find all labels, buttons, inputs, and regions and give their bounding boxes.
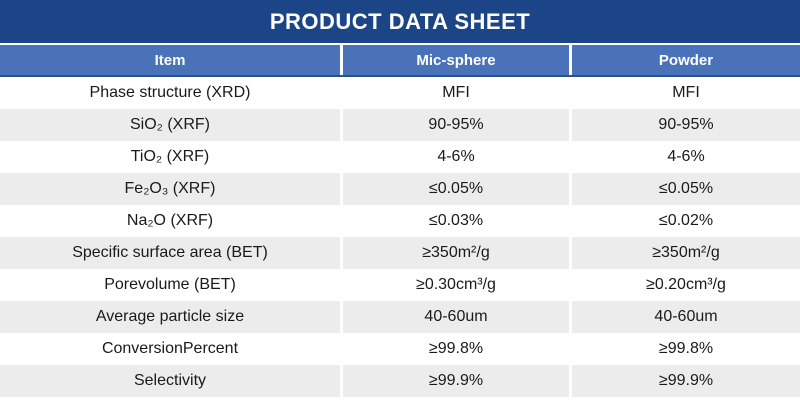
- item-cell: TiO₂ (XRF): [0, 141, 340, 173]
- column-divider: [340, 269, 343, 301]
- value-cell: ≤0.03%: [343, 205, 569, 237]
- table-row: Average particle size 40-60um 40-60um: [0, 301, 800, 333]
- value-cell: 40-60um: [572, 301, 800, 333]
- column-divider: [340, 109, 343, 141]
- value-cell: ≥350m²/g: [572, 237, 800, 269]
- value-cell: ≥350m²/g: [343, 237, 569, 269]
- banner-divider: [0, 43, 800, 45]
- column-divider: [340, 45, 343, 75]
- value-cell: 4-6%: [572, 141, 800, 173]
- value-cell: 90-95%: [572, 109, 800, 141]
- column-divider: [569, 205, 572, 237]
- table-row: Na₂O (XRF) ≤0.03% ≤0.02%: [0, 205, 800, 237]
- column-divider: [340, 237, 343, 269]
- column-header-mic-sphere: Mic-sphere: [343, 45, 569, 75]
- value-cell: ≥99.9%: [343, 365, 569, 397]
- value-cell: ≥99.8%: [572, 333, 800, 365]
- table-row: Porevolume (BET) ≥0.30cm³/g ≥0.20cm³/g: [0, 269, 800, 301]
- column-divider: [569, 45, 572, 75]
- item-cell: Phase structure (XRD): [0, 77, 340, 109]
- value-cell: ≥0.30cm³/g: [343, 269, 569, 301]
- table-body: Phase structure (XRD) MFI MFI SiO₂ (XRF) 90-…: [0, 77, 800, 397]
- item-cell: Selectivity: [0, 365, 340, 397]
- table-row: Phase structure (XRD) MFI MFI: [0, 77, 800, 109]
- value-cell: 90-95%: [343, 109, 569, 141]
- table-header-row: Item Mic-sphere Powder: [0, 45, 800, 77]
- value-cell: ≥0.20cm³/g: [572, 269, 800, 301]
- column-header-powder: Powder: [572, 45, 800, 75]
- table-row: Fe₂O₃ (XRF) ≤0.05% ≤0.05%: [0, 173, 800, 205]
- column-divider: [340, 77, 343, 109]
- column-divider: [569, 365, 572, 397]
- column-divider: [569, 301, 572, 333]
- table-row: Specific surface area (BET) ≥350m²/g ≥350m…: [0, 237, 800, 269]
- value-cell: ≤0.05%: [572, 173, 800, 205]
- value-cell: ≤0.05%: [343, 173, 569, 205]
- item-cell: Na₂O (XRF): [0, 205, 340, 237]
- table-row: TiO₂ (XRF) 4-6% 4-6%: [0, 141, 800, 173]
- column-divider: [569, 333, 572, 365]
- column-divider: [569, 269, 572, 301]
- column-divider: [569, 173, 572, 205]
- item-cell: SiO₂ (XRF): [0, 109, 340, 141]
- value-cell: ≥99.9%: [572, 365, 800, 397]
- column-divider: [569, 237, 572, 269]
- column-divider: [340, 333, 343, 365]
- item-cell: Specific surface area (BET): [0, 237, 340, 269]
- column-divider: [569, 109, 572, 141]
- item-cell: Porevolume (BET): [0, 269, 340, 301]
- value-cell: ≤0.02%: [572, 205, 800, 237]
- value-cell: ≥99.8%: [343, 333, 569, 365]
- page-title: PRODUCT DATA SHEET: [269, 8, 531, 34]
- column-divider: [569, 141, 572, 173]
- column-divider: [569, 77, 572, 109]
- table-row: SiO₂ (XRF) 90-95% 90-95%: [0, 109, 800, 141]
- item-cell: Average particle size: [0, 301, 340, 333]
- column-divider: [340, 365, 343, 397]
- column-divider: [340, 173, 343, 205]
- value-cell: MFI: [343, 77, 569, 109]
- item-cell: Fe₂O₃ (XRF): [0, 173, 340, 205]
- title-banner: PRODUCT DATA SHEET: [0, 0, 800, 43]
- table-row: ConversionPercent ≥99.8% ≥99.8%: [0, 333, 800, 365]
- value-cell: MFI: [572, 77, 800, 109]
- value-cell: 40-60um: [343, 301, 569, 333]
- column-divider: [340, 141, 343, 173]
- item-cell: ConversionPercent: [0, 333, 340, 365]
- value-cell: 4-6%: [343, 141, 569, 173]
- column-divider: [340, 301, 343, 333]
- column-divider: [340, 205, 343, 237]
- column-header-item: Item: [0, 45, 340, 75]
- table-row: Selectivity ≥99.9% ≥99.9%: [0, 365, 800, 397]
